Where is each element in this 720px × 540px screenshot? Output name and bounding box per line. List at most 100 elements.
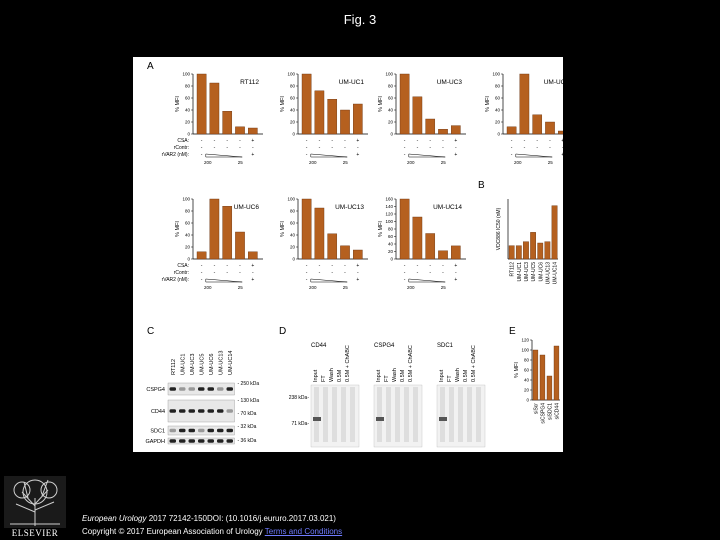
blot-band	[439, 417, 447, 421]
marker-label: - 36 kDa	[238, 438, 257, 444]
dose-label: 200	[309, 160, 317, 165]
bar	[532, 114, 543, 135]
treatment-mark: -	[201, 270, 203, 276]
y-tick-label: 0	[497, 132, 500, 137]
blot-band	[207, 439, 214, 443]
terms-link[interactable]: Terms and Conditions	[264, 527, 343, 536]
treatment-mark: -	[214, 145, 216, 151]
blot-lane	[395, 387, 400, 442]
chart-title: UM-UC5	[544, 79, 563, 86]
chart-title: UM-UC6	[234, 204, 260, 211]
treatment-mark: -	[214, 138, 216, 144]
category-label: siCD44	[554, 403, 560, 420]
lane-label: UM-UC5	[200, 354, 206, 375]
bar	[425, 118, 436, 135]
treatment-mark: +	[454, 277, 457, 283]
treatment-mark: -	[549, 145, 551, 151]
y-tick-label: 40	[524, 378, 530, 383]
lane-label: FT	[447, 375, 453, 382]
blot-lane	[413, 387, 418, 442]
y-tick-label: 20	[290, 245, 296, 250]
treatment-mark: -	[319, 270, 321, 276]
y-tick-label: 100	[287, 72, 295, 77]
treatment-mark: -	[319, 145, 321, 151]
treatment-mark: -	[201, 277, 203, 283]
lane-label: UM-UC3	[190, 354, 196, 375]
treatment-mark: -	[306, 263, 308, 269]
blot-band	[217, 439, 224, 443]
bar	[546, 375, 553, 401]
bar	[352, 103, 363, 135]
y-tick-label: 20	[524, 388, 530, 393]
y-tick-label: 120	[385, 212, 393, 217]
bar	[247, 251, 258, 260]
bar	[438, 250, 448, 260]
treatment-mark: -	[344, 270, 346, 276]
bar	[209, 82, 220, 135]
y-axis-label: % MFI	[175, 96, 181, 112]
treatment-mark: -	[331, 270, 333, 276]
treatment-mark: -	[417, 145, 419, 151]
chart-title: UM-UC1	[339, 79, 365, 86]
treatment-mark: -	[417, 270, 419, 276]
y-tick-label: 40	[495, 108, 501, 113]
dose-wedge	[515, 153, 553, 158]
treatment-mark: -	[511, 138, 513, 144]
treatment-mark: -	[404, 270, 406, 276]
blot-band	[188, 428, 195, 433]
treatment-mark: -	[239, 138, 241, 144]
blot-lane	[458, 387, 463, 442]
treatment-mark: -	[357, 270, 359, 276]
treatment-mark: -	[442, 145, 444, 151]
blot-band	[169, 428, 176, 433]
lane-label: 0.5M + ChABC	[345, 345, 351, 382]
treatment-mark: -	[549, 138, 551, 144]
treatment-mark: -	[344, 145, 346, 151]
y-tick-label: 80	[290, 84, 296, 89]
bar	[551, 205, 558, 260]
treatment-mark: -	[404, 263, 406, 269]
chart-title: RT112	[240, 79, 259, 86]
panel-label: D	[279, 326, 286, 337]
marker-label: - 130 kDa	[238, 398, 260, 404]
y-tick-label: 0	[187, 132, 190, 137]
panel-label: B	[478, 180, 485, 191]
lane-label: Wash	[392, 368, 398, 382]
treatment-mark: -	[511, 152, 513, 158]
treatment-mark: -	[331, 138, 333, 144]
dose-label: 200	[309, 285, 317, 290]
treatment-mark: -	[429, 145, 431, 151]
blot-lane	[314, 387, 319, 442]
treatment-mark: -	[252, 270, 254, 276]
bar	[545, 121, 555, 135]
treatment-mark: -	[331, 263, 333, 269]
lane-label: Wash	[455, 368, 461, 382]
blot-band	[188, 439, 195, 443]
bar	[235, 231, 245, 260]
chart-title: UM-UC13	[335, 204, 364, 211]
blot-band	[198, 409, 205, 413]
blot-band	[207, 428, 214, 433]
y-tick-label: 20	[185, 245, 191, 250]
treatment-mark: -	[239, 270, 241, 276]
treatment-mark: -	[201, 138, 203, 144]
y-tick-label: 20	[185, 120, 191, 125]
treatment-mark: -	[357, 145, 359, 151]
bar	[523, 241, 529, 260]
blot-band	[169, 387, 176, 391]
bar	[301, 73, 312, 135]
group-label: CD44	[311, 343, 327, 349]
footer: European Urology 2017 72142-150DOI: (10.…	[82, 512, 342, 538]
treatment-mark: +	[251, 152, 254, 158]
category-label: UM-UC1	[517, 262, 523, 282]
lane-label: Input	[439, 369, 445, 382]
bar	[544, 241, 551, 260]
citation-line: European Urology 2017 72142-150DOI: (10.…	[82, 512, 342, 525]
treatment-mark: -	[201, 263, 203, 269]
y-tick-label: 60	[185, 96, 191, 101]
lane-label: 0.5M	[337, 369, 343, 382]
treatment-mark: -	[344, 138, 346, 144]
lane-label: Wash	[329, 368, 335, 382]
blot-band	[376, 417, 384, 421]
blot-lane	[377, 387, 382, 442]
